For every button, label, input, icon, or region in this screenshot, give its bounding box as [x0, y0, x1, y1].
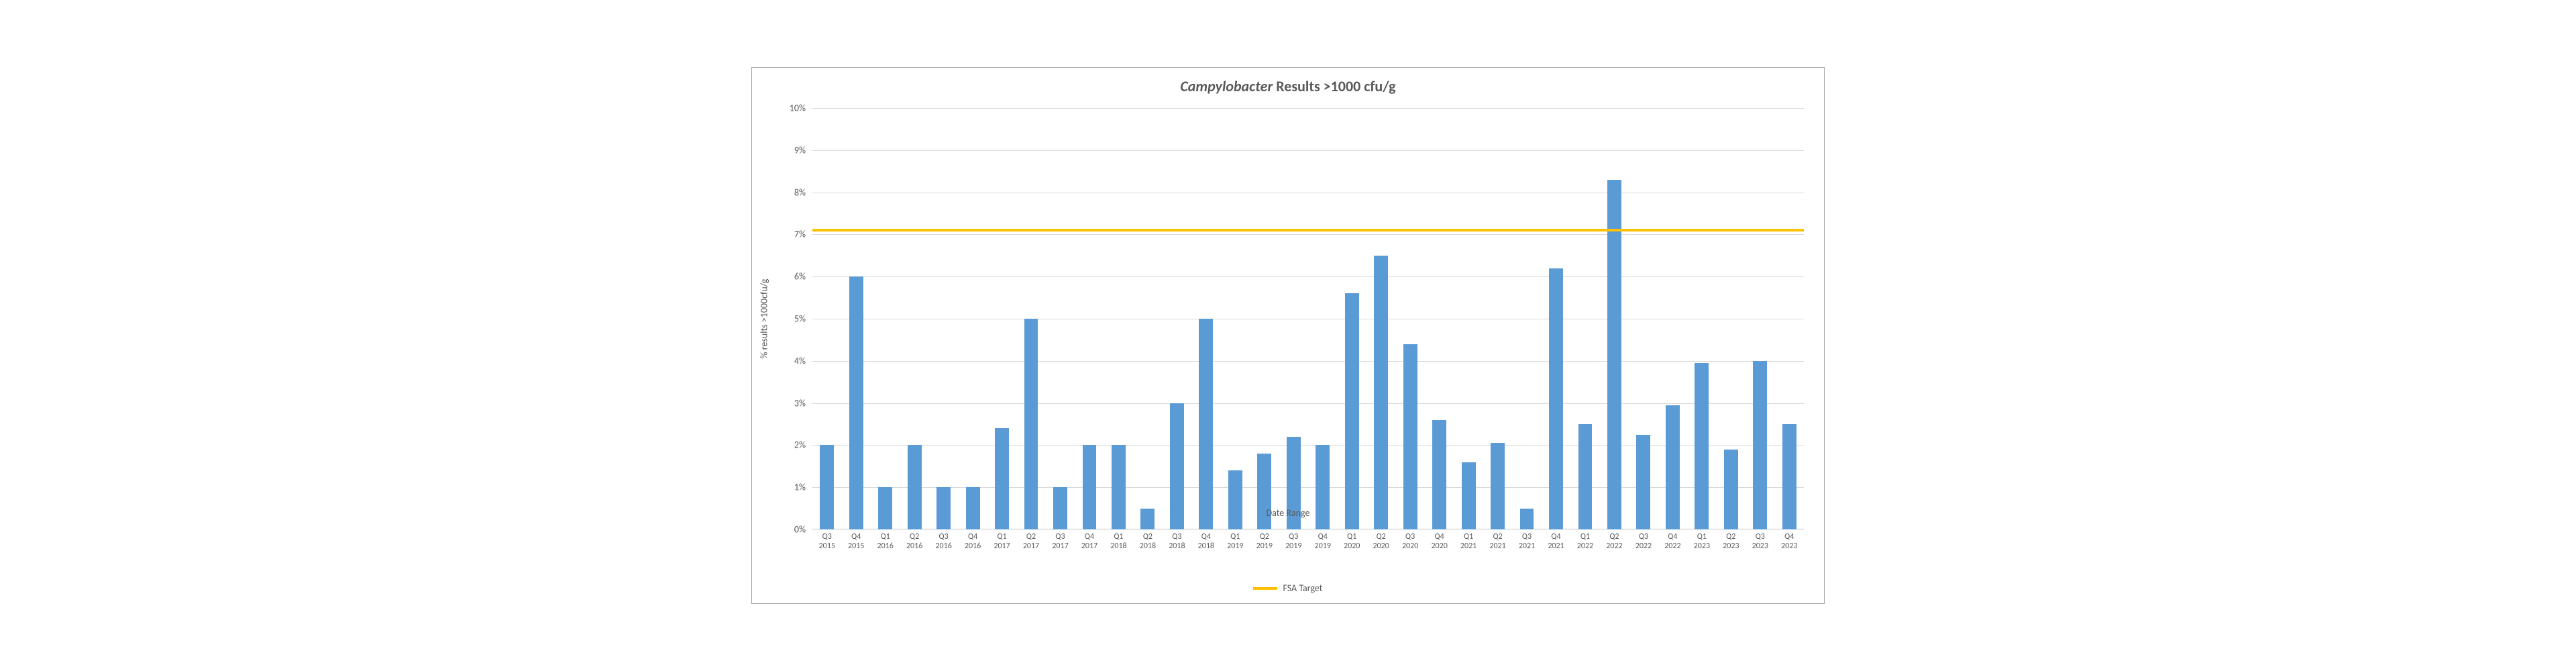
x-tick-label: Q42019 — [1315, 532, 1331, 552]
x-tick-label: Q42022 — [1664, 532, 1680, 552]
x-tick-label: Q22018 — [1140, 532, 1156, 552]
x-tick-label: Q22022 — [1606, 532, 1622, 552]
bar — [1199, 319, 1213, 529]
x-tick-label: Q32021 — [1519, 532, 1535, 552]
chart-container: Campylobacter Results >1000 cfu/g % resu… — [751, 67, 1825, 604]
legend-swatch-line — [1253, 587, 1277, 590]
x-tick-label: Q42018 — [1198, 532, 1214, 552]
bar — [1228, 470, 1242, 529]
x-tick-label: Q12022 — [1577, 532, 1593, 552]
y-tick-label: 4% — [794, 355, 812, 366]
bar-layer — [812, 108, 1804, 529]
chart-title-italic: Campylobacter — [1180, 77, 1273, 95]
bar — [1607, 180, 1621, 529]
y-tick-label: 2% — [794, 440, 812, 451]
bar — [1462, 462, 1476, 529]
x-tick-label: Q12021 — [1460, 532, 1477, 552]
y-tick-label: 9% — [794, 144, 812, 156]
chart-legend: FSA Target — [752, 581, 1824, 595]
legend-item-fsa-target: FSA Target — [1253, 582, 1322, 594]
x-tick-label: Q42015 — [848, 532, 864, 552]
y-tick-label: 6% — [794, 271, 812, 282]
x-tick-label: Q42016 — [965, 532, 981, 552]
x-tick-label: Q12016 — [877, 532, 894, 552]
chart-title: Campylobacter Results >1000 cfu/g — [752, 68, 1824, 98]
x-tick-label: Q32023 — [1752, 532, 1768, 552]
y-tick-label: 7% — [794, 229, 812, 240]
page-root: Campylobacter Results >1000 cfu/g % resu… — [0, 0, 2576, 671]
y-tick-label: 1% — [794, 482, 812, 493]
plot-area: % results >1000cfu/g Q32015Q42015Q12016Q… — [812, 108, 1804, 529]
fsa-target-line — [812, 229, 1804, 231]
x-tick-label: Q42021 — [1548, 532, 1564, 552]
x-tick-label: Q22017 — [1023, 532, 1039, 552]
x-tick-label: Q42020 — [1431, 532, 1447, 552]
bar — [1753, 361, 1767, 529]
bar — [1345, 293, 1359, 529]
x-tick-label: Q12023 — [1694, 532, 1710, 552]
x-tick-label: Q12019 — [1227, 532, 1243, 552]
x-tick-label: Q22019 — [1256, 532, 1273, 552]
x-tick-label: Q12017 — [994, 532, 1010, 552]
bar — [849, 276, 863, 529]
x-tick-label: Q32016 — [935, 532, 951, 552]
legend-label: FSA Target — [1283, 582, 1322, 594]
chart-title-rest: Results >1000 cfu/g — [1273, 77, 1395, 95]
bar — [1374, 256, 1388, 529]
x-tick-label: Q32022 — [1635, 532, 1652, 552]
x-tick-label: Q22021 — [1489, 532, 1505, 552]
x-axis-title: Date Range — [752, 507, 1824, 519]
x-tick-label: Q12018 — [1110, 532, 1126, 552]
x-tick-label: Q32015 — [819, 532, 835, 552]
bar — [1403, 344, 1417, 529]
x-tick-label: Q22023 — [1723, 532, 1739, 552]
bar — [1024, 319, 1038, 529]
bar — [1695, 363, 1709, 529]
y-tick-label: 0% — [794, 524, 812, 535]
y-axis-title: % results >1000cfu/g — [759, 279, 770, 359]
y-tick-label: 5% — [794, 313, 812, 325]
x-tick-label: Q32017 — [1052, 532, 1068, 552]
y-tick-label: 3% — [794, 397, 812, 409]
x-tick-label: Q22016 — [906, 532, 922, 552]
x-tick-label: Q22020 — [1373, 532, 1389, 552]
x-tick-label: Q12020 — [1344, 532, 1360, 552]
y-tick-label: 10% — [790, 103, 812, 114]
x-tick-label: Q42017 — [1081, 532, 1097, 552]
x-tick-label: Q32018 — [1169, 532, 1185, 552]
x-tick-label: Q42023 — [1781, 532, 1797, 552]
x-tick-label: Q32019 — [1285, 532, 1301, 552]
y-tick-label: 8% — [794, 187, 812, 198]
bar — [1549, 268, 1563, 529]
x-tick-label: Q32020 — [1402, 532, 1418, 552]
